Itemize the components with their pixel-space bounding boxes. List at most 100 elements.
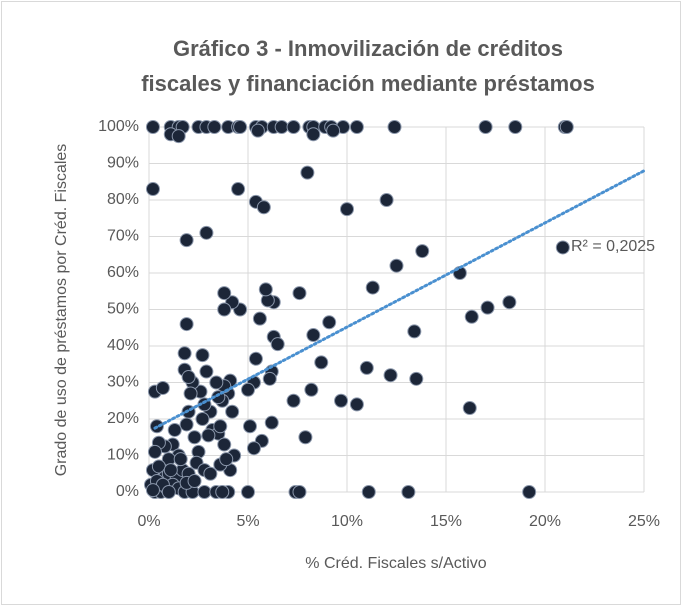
point xyxy=(181,370,196,385)
point xyxy=(167,422,182,437)
point xyxy=(199,364,214,379)
point xyxy=(252,311,267,326)
point xyxy=(207,120,222,134)
point xyxy=(407,324,422,339)
y-tick-label: 50% xyxy=(107,301,139,318)
point xyxy=(304,382,319,397)
y-tick-label: 80% xyxy=(107,191,139,208)
point xyxy=(306,127,321,142)
x-tick-label: 20% xyxy=(529,513,561,530)
y-tick-label: 100% xyxy=(98,118,139,135)
point xyxy=(522,485,537,499)
point xyxy=(292,286,307,301)
point xyxy=(145,120,160,134)
point xyxy=(462,401,477,416)
point xyxy=(187,430,202,445)
point xyxy=(217,286,232,301)
y-tick-label: 70% xyxy=(107,228,139,245)
point xyxy=(508,120,523,134)
x-tick-label: 15% xyxy=(430,513,462,530)
y-tick-label: 30% xyxy=(107,374,139,391)
point xyxy=(219,452,234,467)
y-tick-label: 10% xyxy=(107,447,139,464)
x-tick-label: 10% xyxy=(331,513,363,530)
point xyxy=(187,474,202,489)
point xyxy=(177,346,192,361)
point xyxy=(241,382,255,397)
point xyxy=(270,337,285,352)
point xyxy=(387,120,402,134)
point xyxy=(241,485,255,499)
point xyxy=(559,120,574,134)
point xyxy=(415,244,430,259)
y-tick-label: 40% xyxy=(107,337,139,354)
y-tick-label: 20% xyxy=(107,410,139,427)
point xyxy=(298,430,313,445)
point xyxy=(480,300,495,315)
point xyxy=(349,120,364,134)
point xyxy=(361,485,376,499)
point xyxy=(502,295,517,310)
point xyxy=(258,282,273,297)
point xyxy=(286,120,301,134)
x-axis-title: % Créd. Fiscales s/Activo xyxy=(305,555,486,572)
y-tick-label: 0% xyxy=(116,483,139,500)
point xyxy=(183,386,198,401)
trendline xyxy=(153,169,646,430)
point xyxy=(314,355,329,370)
y-tick-label: 60% xyxy=(107,264,139,281)
point xyxy=(409,371,424,386)
point xyxy=(264,415,279,430)
point xyxy=(195,412,210,426)
point xyxy=(209,375,224,390)
point xyxy=(173,452,188,467)
point xyxy=(359,360,374,375)
point xyxy=(334,393,349,408)
point xyxy=(145,182,160,197)
point xyxy=(215,485,230,499)
point xyxy=(171,129,186,144)
point xyxy=(197,485,212,499)
point xyxy=(225,404,240,419)
point xyxy=(365,280,380,295)
point xyxy=(555,240,570,255)
point xyxy=(163,463,178,478)
chart-title: fiscales y financiación mediante préstam… xyxy=(141,71,595,96)
point xyxy=(340,202,354,217)
x-tick-label: 25% xyxy=(628,513,660,530)
point xyxy=(195,348,210,363)
point xyxy=(145,483,160,498)
point xyxy=(199,225,214,240)
point xyxy=(217,302,232,317)
point xyxy=(203,466,218,481)
point xyxy=(231,182,246,197)
point xyxy=(217,437,232,452)
point xyxy=(306,328,321,343)
point xyxy=(155,380,170,395)
point xyxy=(292,485,307,499)
annotation: R² = 0,2025 xyxy=(571,238,655,255)
point xyxy=(464,309,479,324)
point xyxy=(179,317,194,332)
point xyxy=(379,193,394,207)
point xyxy=(478,120,493,134)
point xyxy=(179,417,194,432)
point xyxy=(179,233,194,248)
point xyxy=(201,428,216,443)
point xyxy=(401,485,416,499)
point xyxy=(246,441,261,456)
point xyxy=(213,419,228,434)
point xyxy=(389,258,404,273)
point xyxy=(256,200,271,215)
y-tick-label: 90% xyxy=(107,155,139,172)
point xyxy=(242,419,257,434)
point xyxy=(300,165,315,180)
point xyxy=(262,371,277,386)
point xyxy=(147,444,162,459)
point xyxy=(274,120,289,134)
y-axis-title: Grado de uso de préstamos por Créd. Fisc… xyxy=(53,144,70,477)
point xyxy=(349,397,364,412)
